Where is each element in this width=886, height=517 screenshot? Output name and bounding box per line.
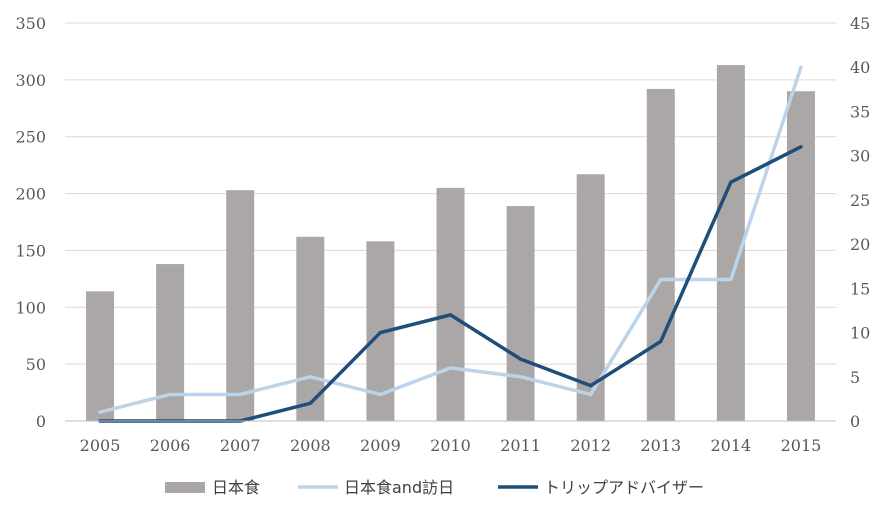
bar-2011 (506, 206, 535, 421)
y-left-tick-label: 200 (15, 185, 46, 204)
y-right-tick-label: 15 (850, 279, 870, 298)
x-tick-label: 2008 (290, 436, 331, 455)
legend-swatch-bar (165, 482, 205, 493)
axes: 0 50 100 150 200 250 300 350 0 5 10 15 20 25 30 35 40 45 2… (15, 14, 870, 455)
x-tick-label: 2009 (360, 436, 401, 455)
bar-2010 (436, 187, 465, 421)
y-left-tick-label: 100 (15, 298, 46, 317)
x-tick-label: 2015 (781, 436, 822, 455)
y-right-tick-label: 20 (850, 235, 870, 254)
x-tick-label: 2013 (640, 436, 681, 455)
y-right-tick-label: 30 (850, 147, 870, 166)
legend-label-line-1: 日本食and訪日 (344, 478, 454, 497)
bar-2007 (226, 190, 255, 421)
x-tick-label: 2010 (430, 436, 471, 455)
x-tick-label: 2012 (570, 436, 611, 455)
y-left-tick-label: 50 (26, 355, 46, 374)
y-right-tick-label: 5 (850, 368, 860, 387)
y-left-tick-label: 350 (15, 14, 46, 33)
y-right-tick-label: 10 (850, 324, 870, 343)
y-left-tick-label: 300 (15, 71, 46, 90)
bar-2008 (296, 236, 325, 421)
y-right-tick-label: 35 (850, 102, 870, 121)
y-left-tick-label: 250 (15, 128, 46, 147)
x-tick-label: 2011 (500, 436, 541, 455)
x-tick-label: 2006 (150, 436, 191, 455)
bar-2005 (86, 291, 115, 421)
y-right-tick-label: 40 (850, 58, 870, 77)
legend: 日本食 日本食and訪日 トリップアドバイザー (165, 478, 704, 497)
bar-2013 (646, 88, 675, 421)
y-right-tick-label: 25 (850, 191, 870, 210)
legend-label-line-2: トリップアドバイザー (544, 478, 704, 497)
y-right-tick-label: 45 (850, 14, 870, 33)
bar-2014 (716, 65, 745, 422)
line-series-1 (98, 65, 803, 414)
y-right-tick-label: 0 (850, 412, 860, 431)
bar-series-japanese-food (86, 65, 815, 422)
x-tick-label: 2007 (220, 436, 261, 455)
legend-label-bar: 日本食 (212, 478, 260, 497)
y-left-tick-label: 150 (15, 241, 46, 260)
y-left-tick-label: 0 (36, 412, 46, 431)
bar-2015 (786, 91, 815, 421)
x-tick-label: 2005 (80, 436, 121, 455)
x-tick-label: 2014 (711, 436, 752, 455)
